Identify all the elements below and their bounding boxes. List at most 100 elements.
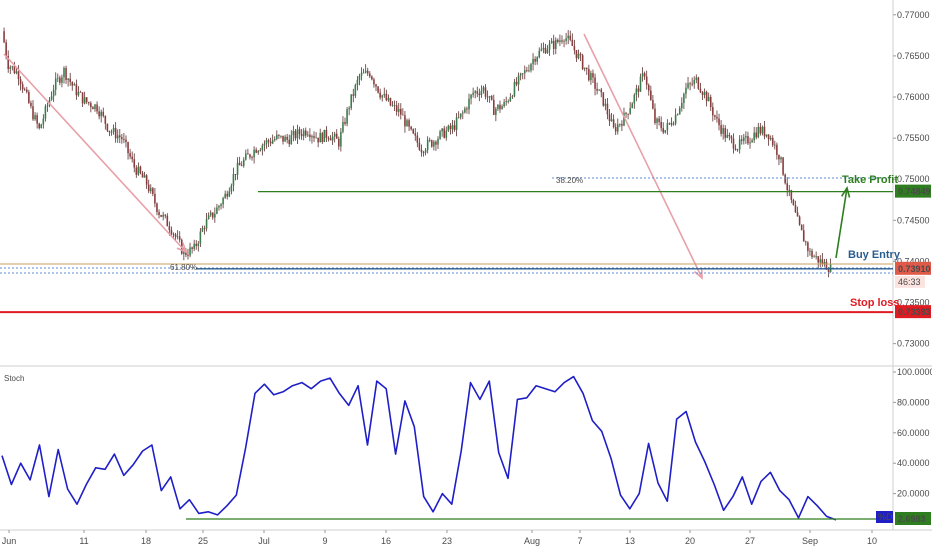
candle-body	[273, 138, 276, 141]
candle-body	[592, 73, 594, 78]
target-arrow	[835, 187, 848, 259]
candle-body	[650, 90, 652, 101]
candle-body	[567, 35, 569, 39]
candle-body	[433, 141, 435, 147]
price-tick-label: 0.77000	[897, 10, 930, 20]
candle-body	[400, 108, 402, 115]
candle-body	[28, 91, 30, 103]
candle-body	[40, 124, 43, 129]
candle-body	[829, 263, 832, 273]
candle-body	[193, 243, 195, 249]
candle-body	[809, 250, 811, 252]
time-tick-label: 16	[381, 536, 391, 546]
candle-body	[695, 77, 698, 80]
candle-body	[588, 69, 590, 81]
candle-body	[34, 115, 36, 120]
candle-body	[461, 112, 464, 114]
candle-body	[660, 121, 662, 129]
time-tick-label: Jul	[258, 536, 270, 546]
candle-body	[269, 141, 272, 144]
candle-body	[621, 124, 623, 126]
candle-body	[5, 42, 7, 57]
candle-body	[441, 128, 443, 132]
candle-body	[718, 118, 720, 126]
candle-body	[687, 83, 689, 88]
candle-body	[397, 108, 400, 112]
candle-body	[13, 66, 16, 74]
candle-body	[348, 108, 350, 110]
candle-body	[145, 175, 148, 185]
candle-body	[323, 129, 326, 143]
candle-body	[414, 133, 417, 136]
candle-body	[683, 93, 685, 103]
candle-body	[776, 144, 778, 155]
candle-body	[627, 113, 629, 115]
candle-body	[344, 122, 346, 124]
candle-body	[466, 108, 468, 110]
candle-body	[823, 261, 826, 265]
candle-body	[358, 75, 361, 80]
candle-body	[639, 76, 642, 92]
candle-body	[490, 96, 493, 100]
candle-body	[528, 70, 530, 72]
candle-body	[453, 125, 456, 130]
candle-body	[139, 166, 142, 174]
candle-body	[778, 154, 780, 160]
candle-body	[15, 71, 18, 74]
candle-body	[123, 139, 125, 140]
candle-body	[364, 70, 367, 73]
candle-body	[745, 136, 747, 138]
candle-body	[371, 76, 373, 80]
candle-body	[286, 136, 288, 140]
candle-body	[633, 94, 636, 104]
candle-body	[728, 134, 731, 137]
candle-body	[389, 98, 392, 106]
candle-body	[552, 40, 555, 49]
candle-body	[681, 102, 683, 109]
candle-body	[827, 269, 830, 273]
candle-body	[451, 125, 454, 130]
candle-body	[276, 134, 278, 139]
candle-body	[722, 128, 724, 134]
time-tick-label: Aug	[524, 536, 540, 546]
candle-body	[191, 247, 193, 249]
candle-body	[497, 104, 499, 109]
candle-body	[73, 84, 76, 86]
candle-body	[65, 67, 67, 80]
candle-body	[331, 136, 334, 141]
candle-body	[780, 157, 782, 160]
take-profit-label: Take Profit	[842, 174, 898, 186]
candle-body	[495, 108, 497, 115]
candle-body	[623, 112, 625, 126]
candle-body	[811, 250, 813, 258]
price-tick-label: 0.74500	[897, 215, 930, 225]
candle-body	[391, 105, 394, 107]
candle-body	[226, 193, 229, 197]
candle-body	[765, 134, 768, 137]
candle-body	[228, 191, 231, 197]
buy-entry-label: Buy Entry	[848, 249, 901, 261]
candle-body	[774, 144, 776, 146]
candle-body	[424, 150, 427, 153]
candle-body	[499, 104, 501, 110]
candle-body	[540, 49, 543, 51]
candle-body	[375, 84, 377, 87]
candle-body	[313, 136, 315, 138]
candle-body	[298, 129, 301, 135]
candle-body	[321, 133, 324, 143]
countdown-label: 46:33	[898, 277, 921, 287]
candle-body	[449, 125, 452, 130]
candle-body	[511, 96, 514, 98]
price-tick-label: 0.75500	[897, 133, 930, 143]
candle-body	[329, 138, 332, 141]
candle-body	[187, 254, 189, 256]
candle-body	[457, 117, 460, 119]
candle-body	[265, 140, 268, 144]
candle-body	[662, 128, 665, 133]
candle-body	[183, 250, 185, 254]
time-tick-label: 11	[79, 536, 88, 546]
candle-body	[218, 205, 220, 208]
candle-body	[581, 55, 584, 70]
candle-body	[544, 47, 547, 54]
candle-body	[85, 97, 88, 103]
